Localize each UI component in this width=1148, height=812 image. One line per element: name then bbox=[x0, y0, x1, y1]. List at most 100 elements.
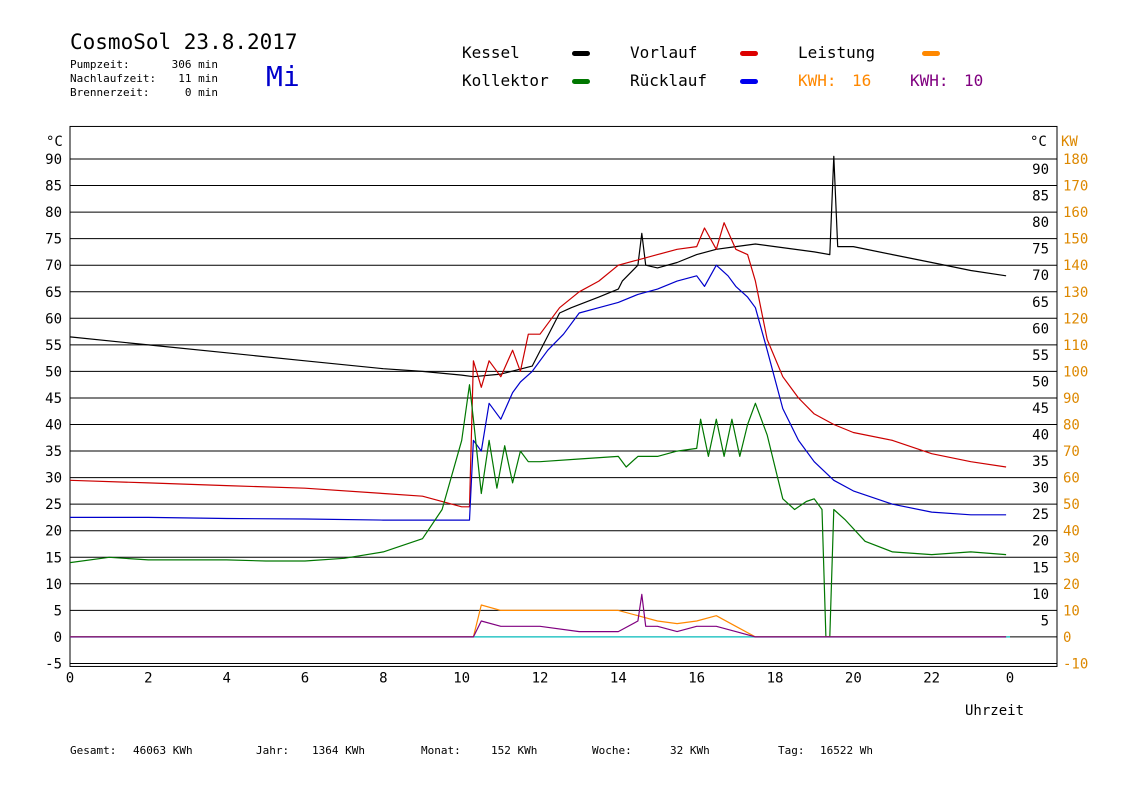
kw-tick-label: 10 bbox=[1063, 603, 1080, 619]
pumpzeit-label: Pumpzeit: bbox=[70, 58, 130, 71]
y-right-unit-label: °C bbox=[1030, 134, 1047, 150]
kw-tick-label: 60 bbox=[1063, 471, 1080, 487]
y-tick-label: 75 bbox=[45, 232, 62, 248]
tag-value: 16522 Wh bbox=[820, 744, 873, 757]
y-tick-label: 0 bbox=[54, 630, 62, 646]
y-right-tick-label: 55 bbox=[1032, 348, 1049, 364]
nachlaufzeit-value: 11 min bbox=[178, 72, 218, 85]
y-tick-label: 70 bbox=[45, 258, 62, 274]
series-line-kollektor bbox=[69, 384, 1007, 638]
y-right-tick-label: 35 bbox=[1032, 454, 1049, 470]
kw-tick-label: -10 bbox=[1063, 656, 1088, 672]
y-tick-label: 60 bbox=[45, 311, 62, 327]
kw-tick-label: 0 bbox=[1063, 630, 1071, 646]
kw-tick-label: 170 bbox=[1063, 179, 1088, 195]
legend-vorlauf-swatch bbox=[740, 51, 758, 56]
kw-tick-label: 40 bbox=[1063, 524, 1080, 540]
y-tick-label: 30 bbox=[45, 471, 62, 487]
x-tick-label: 8 bbox=[379, 670, 387, 686]
legend-leistung-swatch bbox=[922, 51, 940, 56]
legend-vorlauf-label: Vorlauf bbox=[630, 43, 698, 62]
kw-tick-label: 140 bbox=[1063, 258, 1088, 274]
legend-ruecklauf-swatch bbox=[740, 79, 758, 84]
x-tick-label: 6 bbox=[301, 670, 309, 686]
legend-kwh1-label: KWH: bbox=[798, 71, 837, 90]
kw-tick-label: 90 bbox=[1063, 391, 1080, 407]
y-right-tick-label: 65 bbox=[1032, 295, 1049, 311]
series-line-leistung bbox=[70, 604, 1007, 638]
kw-tick-label: 130 bbox=[1063, 285, 1088, 301]
y-tick-label: 45 bbox=[45, 391, 62, 407]
y-right-tick-label: 30 bbox=[1032, 481, 1049, 497]
y-tick-label: 80 bbox=[45, 205, 62, 221]
x-tick-label: 12 bbox=[532, 670, 549, 686]
kw-tick-label: 80 bbox=[1063, 418, 1080, 434]
y-tick-label: 35 bbox=[45, 444, 62, 460]
pumpzeit-value: 306 min bbox=[171, 58, 218, 71]
legend-kwh2-value: 10 bbox=[964, 71, 984, 90]
x-tick-label: 18 bbox=[767, 670, 784, 686]
y-right-tick-label: 45 bbox=[1032, 401, 1049, 417]
jahr-value: 1364 KWh bbox=[312, 744, 365, 757]
kw-tick-label: 120 bbox=[1063, 311, 1088, 327]
brennerzeit-value: 0 min bbox=[184, 86, 218, 99]
x-tick-label: 16 bbox=[688, 670, 705, 686]
y-right-tick-label: 25 bbox=[1032, 507, 1049, 523]
x-tick-label: 14 bbox=[610, 670, 627, 686]
woche-value: 32 KWh bbox=[670, 744, 710, 757]
kw-tick-label: 180 bbox=[1063, 152, 1088, 168]
y-axis-unit-label: °C bbox=[46, 134, 63, 150]
legend-kwh1-value: 16 bbox=[852, 71, 872, 90]
y-tick-label: 40 bbox=[45, 418, 62, 434]
y-tick-label: 10 bbox=[45, 577, 62, 593]
kw-unit-label: KW bbox=[1061, 134, 1078, 150]
y-tick-label: 15 bbox=[45, 550, 62, 566]
stats-block: Pumpzeit: 306 min Nachlaufzeit: 11 min B… bbox=[0, 58, 240, 103]
legend-kessel-label: Kessel bbox=[462, 43, 520, 62]
plot-frame bbox=[69, 125, 1058, 667]
x-tick-label: 0 bbox=[66, 670, 74, 686]
x-tick-label: 4 bbox=[222, 670, 230, 686]
y-right-tick-label: 90 bbox=[1032, 162, 1049, 178]
legend-kollektor-swatch bbox=[572, 79, 590, 84]
nachlaufzeit-label: Nachlaufzeit: bbox=[70, 72, 157, 85]
weekday-label: Mi bbox=[266, 60, 300, 93]
x-tick-label: 22 bbox=[923, 670, 940, 686]
tag-label: Tag: bbox=[778, 744, 805, 757]
monat-label: Monat: bbox=[421, 744, 461, 757]
legend-ruecklauf-label: Rücklauf bbox=[630, 71, 708, 90]
y-right-tick-label: 75 bbox=[1032, 242, 1049, 258]
y-right-tick-label: 85 bbox=[1032, 189, 1049, 205]
kw-tick-label: 70 bbox=[1063, 444, 1080, 460]
brennerzeit-label: Brennerzeit: bbox=[70, 86, 150, 99]
kw-tick-label: 160 bbox=[1063, 205, 1088, 221]
x-tick-label: 20 bbox=[845, 670, 862, 686]
y-right-tick-label: 80 bbox=[1032, 215, 1049, 231]
y-right-tick-label: 20 bbox=[1032, 534, 1049, 550]
y-tick-label: 65 bbox=[45, 285, 62, 301]
page-title: CosmoSol 23.8.2017 bbox=[70, 30, 298, 54]
y-right-tick-label: 10 bbox=[1032, 587, 1049, 603]
y-tick-label: 55 bbox=[45, 338, 62, 354]
y-tick-label: 25 bbox=[45, 497, 62, 513]
legend-kollektor-label: Kollektor bbox=[462, 71, 549, 90]
monat-value: 152 KWh bbox=[491, 744, 538, 757]
x-axis-label: Uhrzeit bbox=[965, 703, 1024, 719]
kw-tick-label: 150 bbox=[1063, 232, 1088, 248]
y-tick-label: 20 bbox=[45, 524, 62, 540]
kw-tick-label: 20 bbox=[1063, 577, 1080, 593]
y-right-tick-label: 5 bbox=[1041, 613, 1049, 629]
y-tick-label: -5 bbox=[45, 656, 62, 672]
y-tick-label: 85 bbox=[45, 179, 62, 195]
x-tick-label: 10 bbox=[453, 670, 470, 686]
jahr-label: Jahr: bbox=[256, 744, 290, 757]
kw-tick-label: 30 bbox=[1063, 550, 1080, 566]
kw-tick-label: 110 bbox=[1063, 338, 1088, 354]
y-tick-label: 50 bbox=[45, 364, 62, 380]
kw-tick-label: 50 bbox=[1063, 497, 1080, 513]
gesamt-label: Gesamt: bbox=[70, 744, 117, 757]
series-line-leistung2 bbox=[70, 593, 1007, 638]
legend-kwh2-label: KWH: bbox=[910, 71, 949, 90]
gesamt-value: 46063 KWh bbox=[133, 744, 193, 757]
